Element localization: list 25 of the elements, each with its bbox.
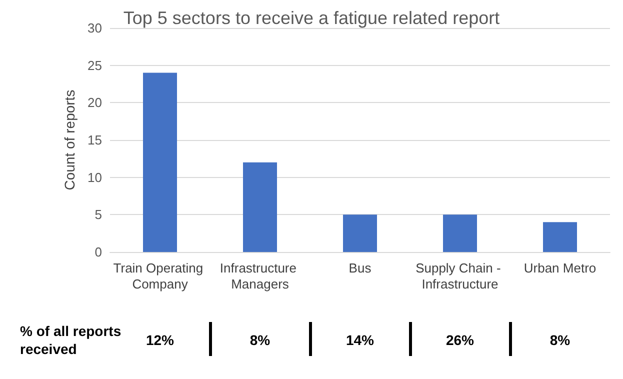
x-tick-label: Train Operating Company <box>113 260 207 292</box>
y-tick-label: 30 <box>88 20 102 36</box>
text: 12% <box>144 332 176 348</box>
bar <box>243 162 277 252</box>
x-tick-label: Supply Chain - Infrastructure <box>416 260 504 292</box>
y-tick-label: 10 <box>88 170 102 185</box>
text: 26% <box>444 332 476 348</box>
x-tick-label: Infrastructure Managers <box>220 260 300 292</box>
text: 8% <box>248 332 272 348</box>
x-tick-label: Bus <box>348 260 372 276</box>
x-tick-label: Urban Metro <box>524 260 596 276</box>
bar <box>443 214 477 252</box>
y-tick-label: 20 <box>88 95 102 110</box>
bar <box>143 72 177 252</box>
chart-title: Top 5 sectors to receive a fatigue related report <box>123 8 500 28</box>
y-tick-label: 0 <box>94 244 102 260</box>
bar <box>343 214 377 252</box>
text: % of all reports received <box>20 322 122 358</box>
y-axis-title: Count of reports <box>62 90 78 190</box>
y-tick-label: 25 <box>88 58 102 73</box>
y-tick-label: 5 <box>94 207 102 222</box>
bar <box>543 222 577 252</box>
text: 8% <box>548 332 572 348</box>
text: 14% <box>344 332 376 348</box>
y-tick-label: 15 <box>88 132 102 148</box>
